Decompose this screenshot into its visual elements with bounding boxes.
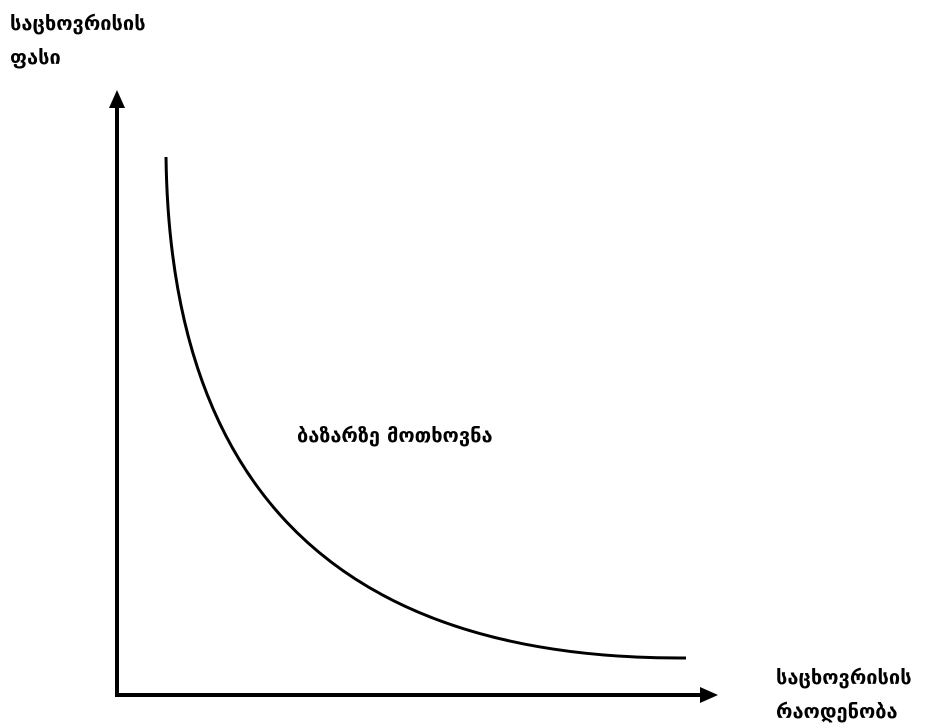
demand-curve-label: ბაზარზე მოთხოვნა bbox=[297, 423, 493, 447]
y-axis-label: საცხოვრისის ფასი bbox=[10, 6, 146, 74]
demand-curve bbox=[164, 156, 687, 660]
x-axis-label: საცხოვრისის რაოდენობა bbox=[776, 660, 912, 728]
y-axis-arrowhead bbox=[109, 90, 125, 108]
y-axis-label-line-2: ფასი bbox=[10, 45, 61, 69]
x-axis-arrowhead bbox=[700, 687, 718, 703]
y-axis-label-line-1: საცხოვრისის bbox=[10, 11, 146, 35]
x-axis-label-line-2: რაოდენობა bbox=[776, 699, 898, 723]
x-axis-label-line-1: საცხოვრისის bbox=[776, 665, 912, 689]
